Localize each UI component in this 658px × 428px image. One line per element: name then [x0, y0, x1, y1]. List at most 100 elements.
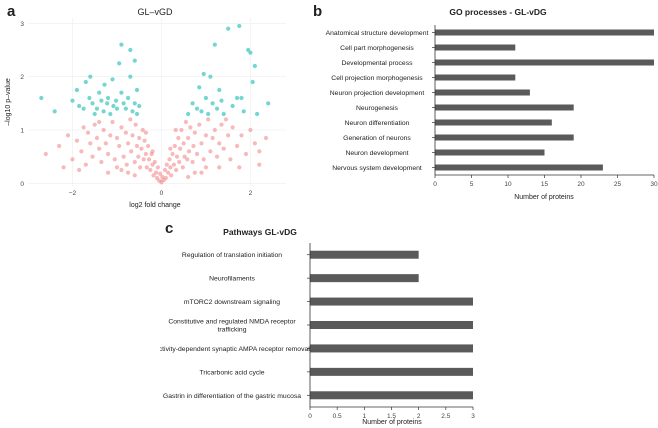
volcano-point-not-significant — [183, 119, 189, 125]
volcano-point-significant — [74, 87, 80, 93]
pathways-category-label: Gastrin in differentiation of the gastri… — [163, 393, 301, 400]
volcano-point-not-significant — [125, 170, 131, 175]
volcano-x-tick-label: 2 — [249, 190, 253, 197]
volcano-point-significant — [252, 63, 257, 69]
panel-label-a: a — [7, 3, 16, 20]
volcano-point-significant — [237, 23, 242, 29]
volcano-point-not-significant — [257, 162, 262, 167]
volcano-point-not-significant — [125, 141, 131, 146]
volcano-point-significant — [128, 74, 133, 79]
volcano-point-not-significant — [140, 127, 145, 133]
volcano-point-not-significant — [146, 157, 152, 162]
volcano-point-not-significant — [137, 165, 143, 170]
volcano-point-significant — [197, 85, 202, 90]
volcano-point-not-significant — [70, 157, 75, 162]
volcano-point-not-significant — [192, 170, 197, 175]
volcano-point-not-significant — [217, 165, 222, 170]
volcano-point-not-significant — [212, 127, 217, 133]
go-bar — [435, 89, 530, 96]
volcano-point-significant — [134, 87, 140, 93]
pathways-x-tick-label: 0 — [308, 413, 312, 420]
volcano-point-not-significant — [180, 165, 185, 170]
volcano-point-not-significant — [190, 159, 195, 165]
volcano-point-significant — [119, 42, 124, 47]
volcano-point-not-significant — [142, 138, 147, 143]
go-category-label: Nervous system development — [332, 165, 422, 172]
volcano-point-not-significant — [177, 159, 182, 165]
volcano-point-not-significant — [123, 130, 128, 135]
volcano-point-not-significant — [167, 157, 172, 162]
volcano-point-not-significant — [237, 165, 242, 170]
volcano-point-not-significant — [97, 146, 102, 151]
volcano-point-not-significant — [188, 125, 193, 130]
go-processes-chart: GO processes - GL-vDG 0 5 10 15 20 25 30 Anatom… — [326, 7, 658, 201]
volcano-point-not-significant — [119, 167, 124, 173]
volcano-point-significant — [90, 101, 95, 106]
volcano-point-not-significant — [146, 143, 151, 149]
pathways-bar — [310, 344, 473, 353]
volcano-point-significant — [87, 95, 92, 101]
volcano-point-significant — [194, 106, 200, 111]
volcano-point-not-significant — [129, 149, 134, 154]
volcano-point-not-significant — [199, 170, 204, 175]
volcano-x-tick-label: −2 — [69, 190, 77, 197]
go-x-tick-label: 30 — [650, 181, 658, 188]
volcano-point-not-significant — [103, 141, 108, 146]
volcano-point-not-significant — [226, 133, 231, 138]
go-bar — [435, 44, 516, 51]
volcano-point-not-significant — [217, 141, 222, 146]
volcano-point-significant — [130, 109, 135, 114]
go-category-label: Neuron development — [345, 150, 408, 157]
volcano-point-not-significant — [154, 170, 159, 175]
volcano-point-not-significant — [150, 149, 155, 154]
volcano-point-significant — [119, 90, 124, 95]
volcano-point-not-significant — [134, 143, 140, 149]
volcano-x-tick-label: 0 — [160, 190, 164, 197]
pathways-chart-title: Pathways GL-vDG — [223, 227, 297, 237]
volcano-point-not-significant — [239, 133, 244, 138]
volcano-point-not-significant — [105, 170, 111, 175]
volcano-point-significant — [77, 103, 82, 109]
volcano-point-significant — [186, 111, 191, 117]
volcano-point-not-significant — [163, 175, 168, 181]
panel-label-b: b — [313, 3, 323, 20]
go-category-label: Cell part morphogenesis — [340, 45, 414, 52]
go-x-tick-label: 0 — [433, 181, 437, 188]
volcano-point-significant — [102, 82, 107, 87]
go-bar — [435, 59, 654, 66]
go-x-tick-label: 25 — [614, 181, 622, 188]
volcano-point-not-significant — [132, 159, 137, 165]
volcano-y-tick-label: 2 — [20, 74, 24, 81]
volcano-point-not-significant — [168, 146, 173, 151]
volcano-point-not-significant — [74, 138, 80, 143]
volcano-point-significant — [94, 106, 100, 111]
volcano-point-not-significant — [252, 141, 257, 146]
volcano-point-significant — [266, 101, 271, 106]
pathways-bar — [310, 297, 473, 306]
volcano-point-significant — [230, 103, 235, 109]
volcano-point-not-significant — [101, 127, 106, 133]
volcano-point-not-significant — [65, 133, 71, 138]
volcano-point-not-significant — [94, 135, 100, 141]
volcano-point-not-significant — [83, 162, 88, 167]
volcano-point-not-significant — [158, 171, 163, 176]
volcano-point-not-significant — [201, 157, 206, 162]
pathways-category-label: Activity-dependent synaptic AMPA recepto… — [160, 346, 310, 353]
volcano-point-significant — [105, 101, 110, 106]
volcano-point-not-significant — [119, 125, 124, 130]
volcano-point-significant — [219, 98, 224, 103]
volcano-point-not-significant — [230, 125, 235, 130]
pathways-x-tick-label: 1.5 — [387, 413, 396, 420]
go-chart-title: GO processes - GL-vDG — [449, 7, 547, 17]
volcano-point-not-significant — [133, 122, 138, 127]
volcano-y-tick-label: 0 — [20, 181, 24, 188]
volcano-point-significant — [121, 101, 126, 106]
go-axes: 0 5 10 15 20 25 30 Anatomical structure develop… — [326, 25, 658, 188]
volcano-point-significant — [208, 74, 213, 79]
volcano-point-not-significant — [110, 119, 115, 125]
volcano-point-significant — [212, 42, 217, 47]
volcano-point-significant — [210, 101, 215, 106]
volcano-point-not-significant — [160, 174, 165, 180]
pathways-x-tick-label: 0.5 — [333, 413, 342, 420]
volcano-point-not-significant — [243, 151, 249, 157]
